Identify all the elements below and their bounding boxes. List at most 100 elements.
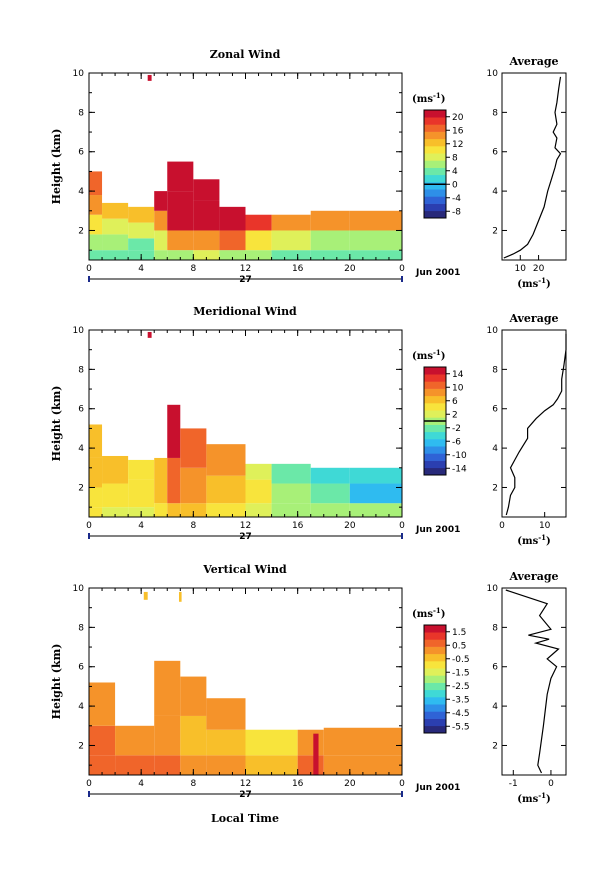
colorbar-tick-label: -5.5 (452, 722, 470, 732)
data-cell (310, 483, 350, 504)
unit-close: ) (546, 794, 551, 805)
colorbar-swatch (424, 446, 446, 454)
data-cell (206, 698, 246, 730)
data-cell (128, 206, 155, 223)
unit-close: ) (441, 609, 446, 620)
data-cell (219, 206, 246, 231)
data-cell (245, 230, 272, 251)
average-title: Average (508, 55, 558, 68)
avg-y-tick-label: 2 (492, 741, 498, 751)
colorbar-swatch (424, 439, 446, 447)
data-cell (206, 729, 246, 756)
colorbar-tick-label: 10 (452, 383, 464, 393)
y-tick-label: 4 (78, 187, 84, 197)
colorbar-tick-label: -8 (452, 207, 461, 217)
colorbar-swatch (424, 131, 446, 140)
x-tick-label: 0 (399, 264, 405, 274)
colorbar-swatch (424, 210, 446, 219)
data-cell (115, 725, 155, 756)
colorbar-tick-label: 20 (452, 113, 464, 123)
colorbar-swatch (424, 124, 446, 132)
data-cell (102, 507, 129, 517)
unit-close: ) (546, 536, 551, 547)
colorbar-tick-label: -2.5 (452, 682, 470, 692)
colorbar-swatch (424, 718, 446, 727)
colorbar-swatch (424, 675, 446, 683)
data-cell (178, 591, 182, 602)
colorbar-tick-label: 4 (452, 167, 458, 177)
x-tick-label: 12 (240, 264, 251, 274)
colorbar-tick-label: 6 (452, 397, 458, 407)
x-tick-label: 0 (86, 521, 92, 531)
data-cell (154, 715, 181, 756)
avg-x-tick-label: 20 (533, 264, 545, 274)
data-cell (310, 503, 350, 517)
data-cell (245, 755, 298, 775)
colorbar-swatch (424, 632, 446, 640)
colorbar-swatch (424, 711, 446, 719)
colorbar-tick-label: 0 (452, 180, 458, 190)
data-cell (89, 725, 116, 756)
data-cell (193, 200, 220, 231)
date-label: Jun 2001 (415, 525, 460, 535)
data-cell (115, 755, 155, 775)
avg-y-tick-label: 10 (487, 584, 499, 594)
colorbar-swatch (424, 182, 446, 190)
avg-unit: (ms-1) (517, 276, 550, 290)
colorbar-swatch (424, 153, 446, 161)
data-cell (89, 487, 103, 508)
avg-x-tick-label: 10 (539, 521, 551, 531)
colorbar-swatch (424, 653, 446, 662)
data-cell (180, 676, 207, 716)
data-cell (206, 475, 246, 504)
colorbar-frame (423, 109, 447, 219)
data-cell (219, 250, 246, 260)
x-tick-label: 0 (399, 779, 405, 789)
avg-y-tick-label: 4 (492, 187, 498, 197)
data-cell (102, 234, 129, 251)
data-cell (89, 214, 103, 235)
data-cell (349, 250, 402, 260)
y-tick-label: 2 (78, 741, 84, 751)
colorbar-unit: (ms-1) (412, 348, 445, 362)
y-tick-label: 4 (78, 444, 84, 454)
data-cell (245, 463, 272, 480)
colorbar-swatch (424, 646, 446, 655)
data-cell (89, 424, 103, 458)
unit-close: ) (441, 351, 446, 362)
data-cell (167, 191, 194, 231)
colorbar-swatch (424, 203, 446, 212)
unit-exponent: -1 (433, 91, 441, 100)
data-cell (193, 179, 220, 201)
avg-unit: (ms-1) (517, 533, 550, 547)
data-cell (167, 503, 181, 517)
data-cell (102, 483, 129, 508)
colorbar-swatch (424, 625, 446, 633)
data-cell (193, 250, 220, 260)
x-tick-label: 8 (190, 779, 196, 789)
day-label: 27 (239, 275, 252, 285)
data-cell (245, 214, 272, 231)
colorbar-tick-label: -6 (452, 437, 461, 447)
panel-title: Vertical Wind (202, 563, 287, 576)
data-cell (349, 483, 402, 504)
avg-y-tick-label: 6 (492, 405, 498, 415)
avg-x-tick-label: -1 (509, 779, 518, 789)
data-cell (102, 218, 129, 235)
colorbar-tick-label: -14 (452, 464, 467, 474)
data-cell (297, 729, 324, 756)
y-tick-label: 2 (78, 483, 84, 493)
colorbar-swatch (424, 160, 446, 168)
colorbar-unit: (ms-1) (412, 606, 445, 620)
panel-title: Meridional Wind (193, 305, 297, 318)
date-label: Jun 2001 (415, 268, 460, 278)
y-axis-label: Height (km) (50, 129, 63, 205)
avg-y-tick-label: 6 (492, 148, 498, 158)
data-cell (206, 444, 246, 476)
colorbar-swatch (424, 704, 446, 712)
y-tick-label: 8 (78, 365, 84, 375)
data-cell (102, 202, 129, 219)
